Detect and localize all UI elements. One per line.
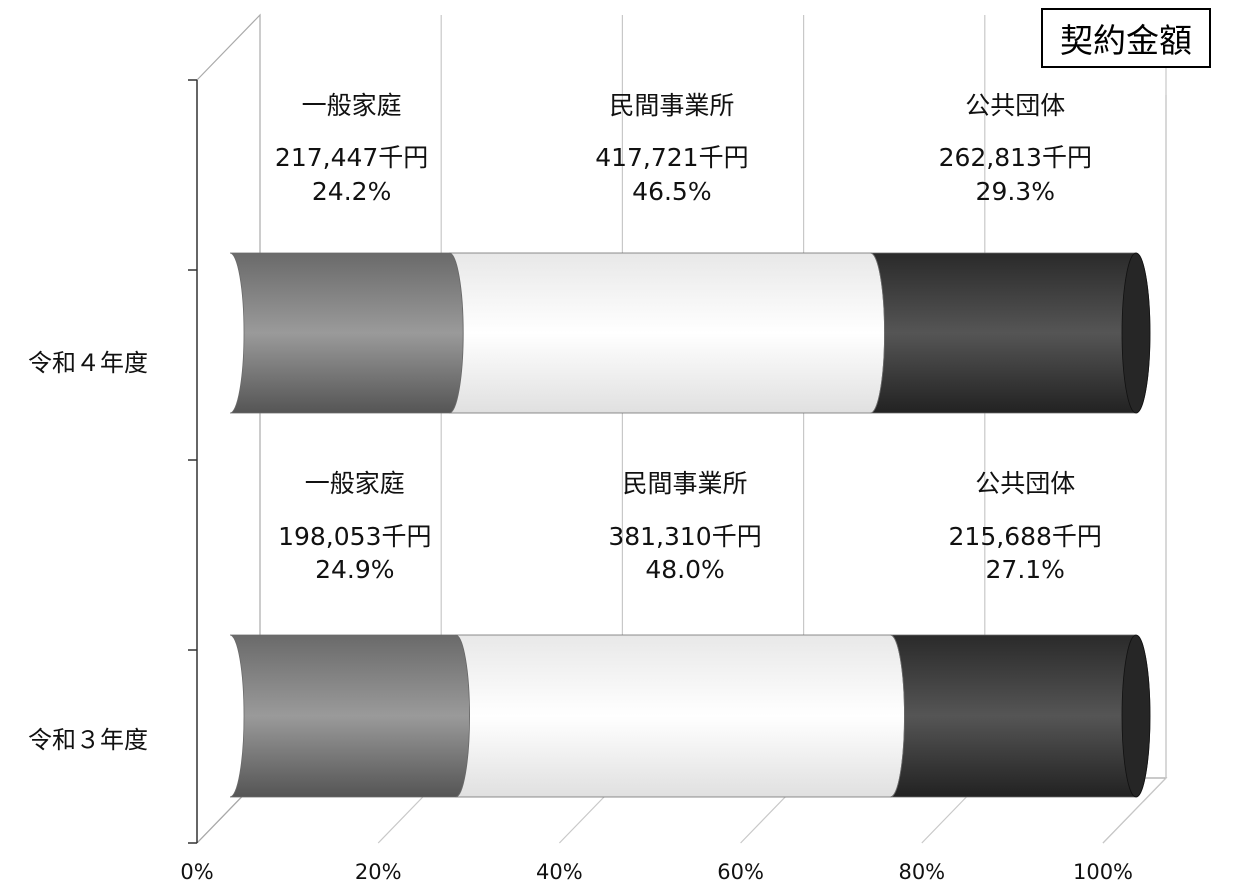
percent-label-1-0: 24.9% [315,555,394,584]
category-label-0: 令和４年度 [28,349,148,377]
chart-title: 契約金額 [1041,8,1211,68]
category-label-1: 令和３年度 [28,726,148,754]
percent-label-1-2: 27.1% [986,555,1065,584]
amount-label-1-0: 198,053千円 [278,522,431,551]
bar-0-2 [870,252,1151,414]
series-label-1-0: 一般家庭 [305,469,405,498]
series-label-0-2: 公共団体 [965,91,1065,120]
x-tick-label-1: 20% [355,860,402,884]
series-label-1-2: 公共団体 [975,469,1075,498]
bar-1-0 [229,634,470,798]
bar-0-0 [229,252,464,414]
amount-label-0-2: 262,813千円 [939,143,1092,172]
series-label-1-1: 民間事業所 [623,469,748,498]
x-tick-label-3: 60% [717,860,764,884]
series-label-0-1: 民間事業所 [609,91,734,120]
x-tick-label-0: 0% [180,860,213,884]
percent-label-0-1: 46.5% [632,177,711,206]
percent-label-1-1: 48.0% [645,555,724,584]
bar-cap-0 [1121,252,1151,414]
percent-label-0-0: 24.2% [312,177,391,206]
amount-label-1-1: 381,310千円 [608,522,761,551]
x-tick-label-4: 80% [898,860,945,884]
amount-label-0-1: 417,721千円 [595,143,748,172]
bar-cap-1 [1121,634,1151,798]
amount-label-0-0: 217,447千円 [275,143,428,172]
floor-gridline-5 [1102,777,1167,844]
bar-1-1 [455,634,905,798]
x-tick-label-2: 40% [536,860,583,884]
bar-1-2 [890,634,1151,798]
x-tick-label-5: 100% [1073,860,1133,884]
amount-label-1-2: 215,688千円 [949,522,1102,551]
bar-0-1 [449,252,885,414]
series-label-0-0: 一般家庭 [302,91,402,120]
percent-label-0-2: 29.3% [976,177,1055,206]
